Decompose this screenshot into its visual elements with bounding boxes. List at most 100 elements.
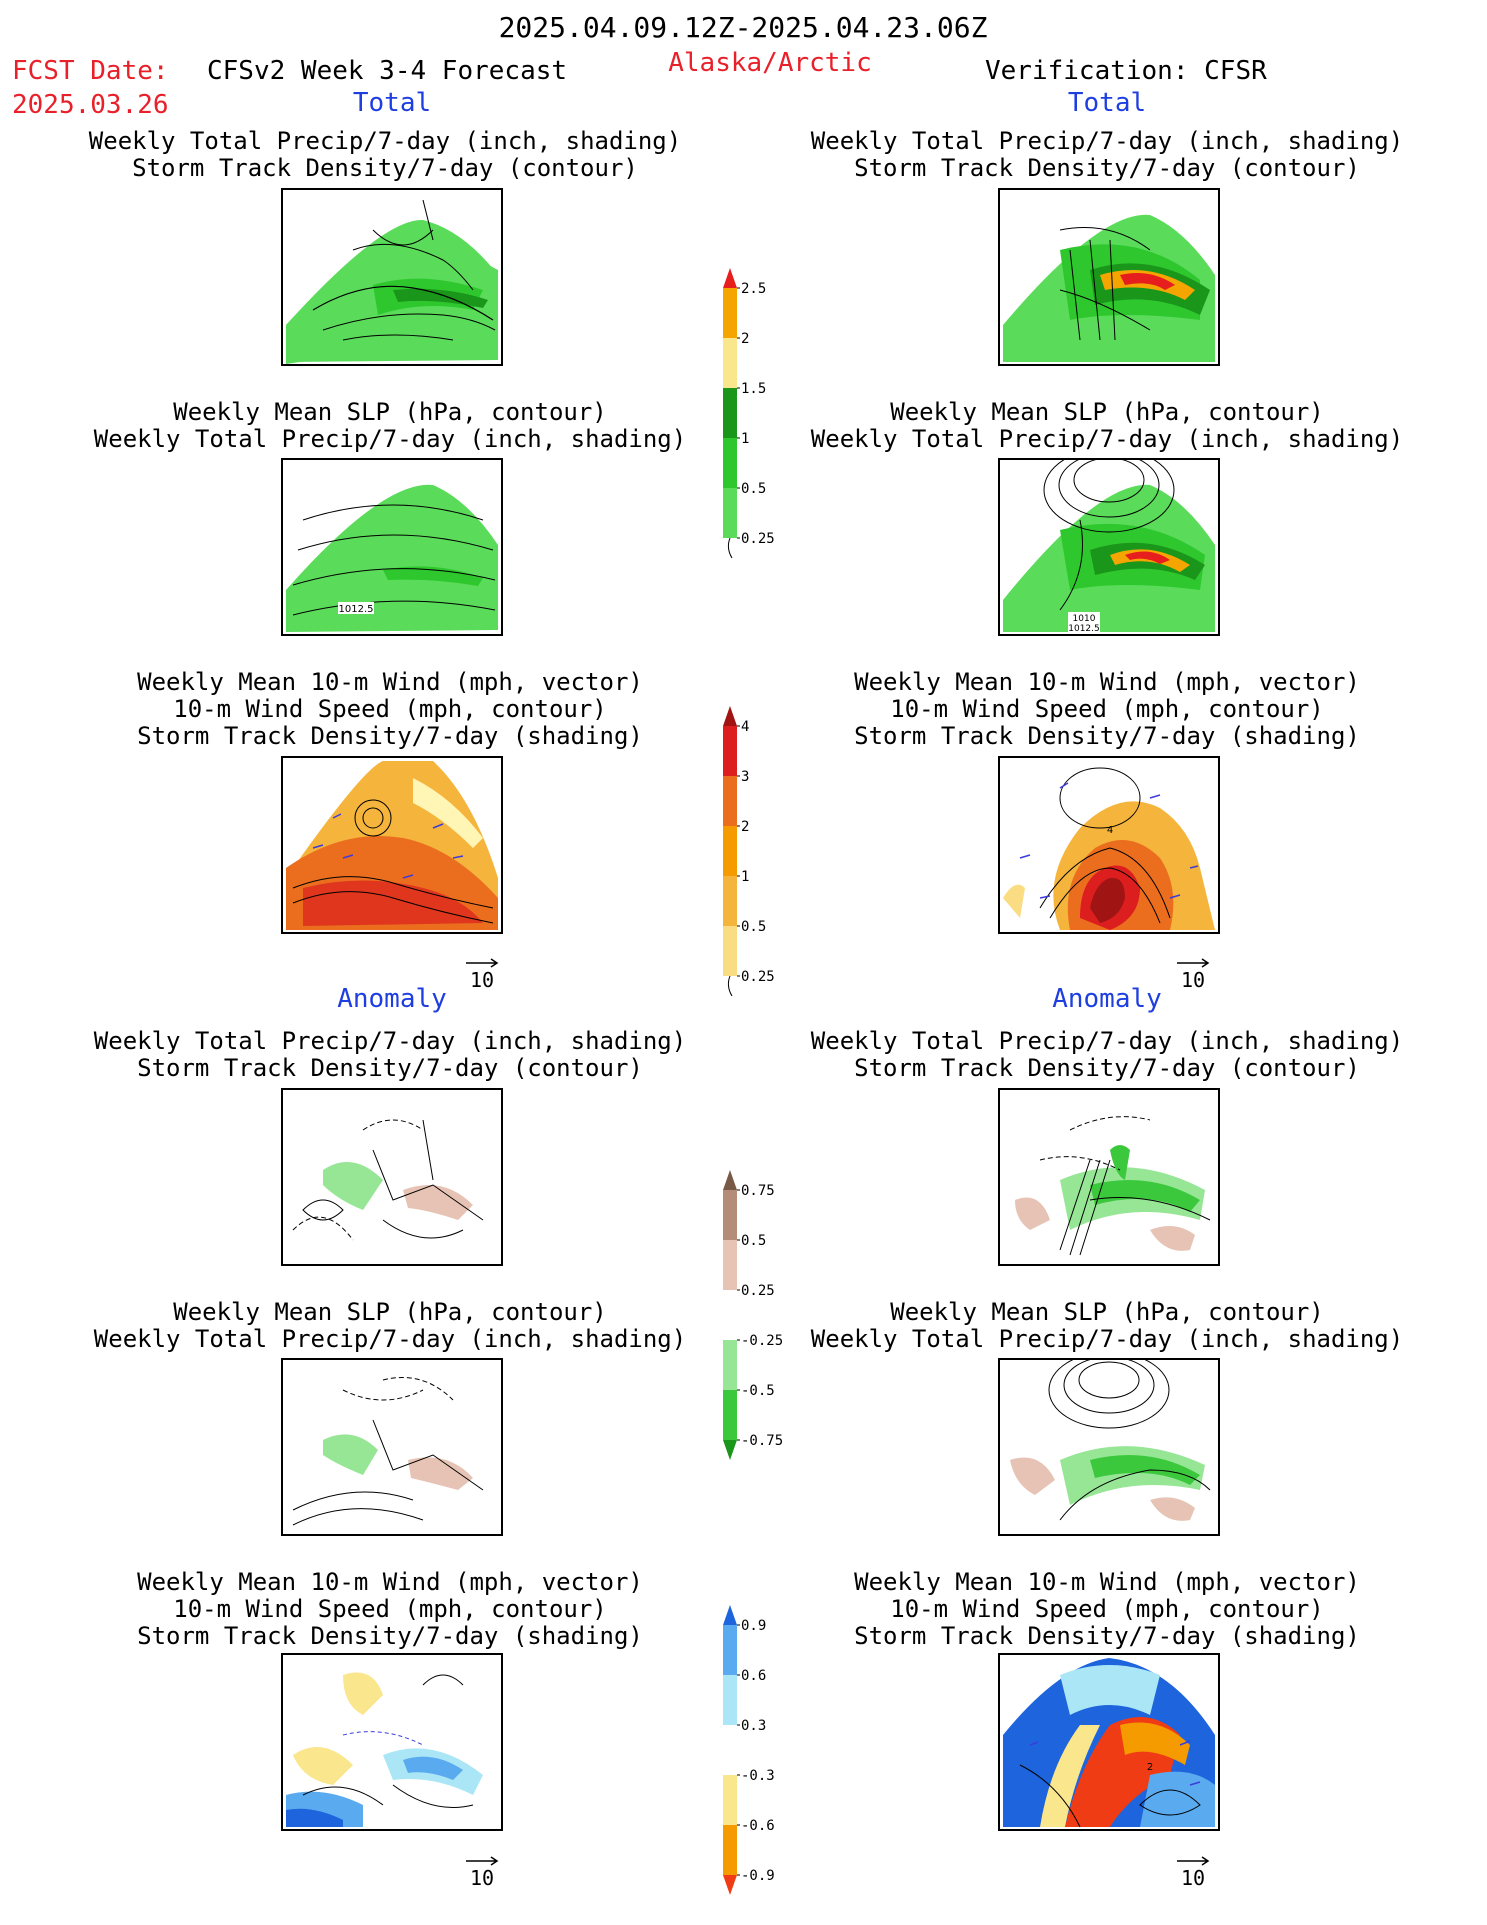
fcst-anom-slp-title: Weekly Mean SLP (hPa, contour) Weekly To… — [94, 1299, 686, 1353]
vector-ref-value: 10 — [469, 968, 495, 992]
colorbar-top-triangle — [723, 706, 737, 726]
colorbar-tick-label: 4 — [741, 719, 749, 735]
colorbar-svg: 0.25 0.5 1 1.5 2 2.5 — [723, 268, 775, 559]
fcst-slp-title: Weekly Mean SLP (hPa, contour) Weekly To… — [94, 399, 686, 453]
fcst-wind-map — [281, 756, 503, 934]
title-line: Storm Track Density/7-day (contour) — [132, 154, 638, 182]
title-line: Weekly Total Precip/7-day (inch, shading… — [93, 1027, 687, 1055]
wind-contour-label: 2 — [1147, 1762, 1153, 1773]
colorbar-precip-total: 0.25 0.5 1 1.5 2 2.5 — [715, 268, 811, 559]
fcst-anom-vector-reference: 10 — [462, 1856, 502, 1890]
cfsr-anom-slp-map — [998, 1358, 1220, 1536]
colorbar-swatch — [723, 926, 737, 976]
right-total-label: Total — [1067, 88, 1147, 118]
colorbar-tick-label: 0.5 — [741, 919, 766, 935]
title-line: Weekly Mean 10-m Wind (mph, vector) — [854, 1568, 1360, 1596]
fcst-slp-map: 1012.5 — [281, 458, 503, 636]
cfsr-slp-map: 1010 1012.5 — [998, 458, 1220, 636]
colorbar-swatch — [723, 1390, 737, 1440]
cfsr-anom-wind-map: 2 — [998, 1653, 1220, 1831]
colorbar-top-triangle — [723, 268, 737, 288]
cfsr-vector-reference: 10 — [1173, 958, 1213, 992]
colorbar-swatch — [723, 338, 737, 388]
colorbar-tick-label: 0.25 — [741, 531, 775, 547]
title-line: Weekly Total Precip/7-day (inch, shading… — [93, 425, 687, 453]
fcst-date-value: 2025.03.26 — [12, 90, 169, 120]
title-line: Weekly Total Precip/7-day (inch, shading… — [810, 1325, 1404, 1353]
title-line: 10-m Wind Speed (mph, contour) — [173, 695, 607, 723]
colorbar-tick-label: 0.5 — [741, 481, 766, 497]
model-title: CFSv2 Week 3-4 Forecast — [207, 56, 568, 86]
colorbar-tick-label: 0.25 — [741, 969, 775, 985]
colorbar-swatch — [723, 1290, 737, 1340]
fcst-vector-reference: 10 — [462, 958, 502, 992]
period-title: 2025.04.09.12Z-2025.04.23.06Z — [498, 11, 988, 44]
colorbar-tick-label: -0.3 — [741, 1768, 775, 1784]
vector-ref-value: 10 — [469, 1866, 495, 1890]
colorbar-tick-label: 2 — [741, 331, 749, 347]
right-anomaly-label: Anomaly — [1052, 984, 1162, 1014]
verification-title: Verification: CFSR — [985, 56, 1267, 86]
colorbar-tick-label: 0.5 — [741, 1233, 766, 1249]
cfsr-wind-map: 4 — [998, 756, 1220, 934]
fcst-wind-title: Weekly Mean 10-m Wind (mph, vector) 10-m… — [137, 669, 643, 750]
colorbar-storm-total: 0.25 0.5 1 2 3 4 — [715, 706, 811, 997]
title-line: Storm Track Density/7-day (contour) — [854, 154, 1360, 182]
title-line: Weekly Total Precip/7-day (inch, shading… — [93, 1325, 687, 1353]
left-total-label: Total — [352, 88, 432, 118]
colorbar-swatch — [723, 776, 737, 826]
colorbar-tick-label: 1.5 — [741, 381, 766, 397]
fcst-total-precip-title: Weekly Total Precip/7-day (inch, shading… — [89, 128, 681, 182]
colorbar-swatch — [723, 1775, 737, 1825]
title-line: Weekly Mean 10-m Wind (mph, vector) — [854, 668, 1360, 696]
colorbar-top-triangle — [723, 1170, 737, 1190]
colorbar-tick-label: 3 — [741, 769, 749, 785]
colorbar-swatch — [723, 288, 737, 338]
fcst-anom-precip-map — [281, 1088, 503, 1266]
slp-contour-label: 1010 — [1073, 614, 1096, 624]
colorbar-swatch — [723, 876, 737, 926]
colorbar-swatch — [723, 1825, 737, 1875]
colorbar-tick-label: 0.75 — [741, 1183, 775, 1199]
title-line: Storm Track Density/7-day (contour) — [854, 1054, 1360, 1082]
fcst-anom-precip-title: Weekly Total Precip/7-day (inch, shading… — [94, 1028, 686, 1082]
slp-contour-label: 1012.5 — [339, 604, 374, 615]
fcst-anom-wind-title: Weekly Mean 10-m Wind (mph, vector) 10-m… — [137, 1569, 643, 1650]
title-line: 10-m Wind Speed (mph, contour) — [173, 1595, 607, 1623]
left-anomaly-label: Anomaly — [337, 984, 447, 1014]
colorbar-tick-label: 0.25 — [741, 1283, 775, 1299]
colorbar-tick-label: -0.5 — [741, 1383, 775, 1399]
title-line: Weekly Total Precip/7-day (inch, shading… — [810, 127, 1404, 155]
title-line: Weekly Mean SLP (hPa, contour) — [890, 1298, 1324, 1326]
title-line: Storm Track Density/7-day (shading) — [137, 1622, 643, 1650]
colorbar-tick-label: -0.9 — [741, 1868, 775, 1884]
cfsr-slp-title: Weekly Mean SLP (hPa, contour) Weekly To… — [811, 399, 1403, 453]
fcst-total-precip-map — [281, 188, 503, 366]
colorbar-tick-label: -0.6 — [741, 1818, 775, 1834]
title-line: Storm Track Density/7-day (shading) — [854, 722, 1360, 750]
cfsr-anom-precip-title: Weekly Total Precip/7-day (inch, shading… — [811, 1028, 1403, 1082]
title-line: Weekly Mean SLP (hPa, contour) — [890, 398, 1324, 426]
colorbar-svg: 0.25 0.5 1 2 3 4 — [723, 706, 775, 997]
cfsr-total-precip-map — [998, 188, 1220, 366]
title-line: Weekly Total Precip/7-day (inch, shading… — [810, 1027, 1404, 1055]
colorbar-swatch — [723, 1240, 737, 1290]
wind-contour-label: 4 — [1107, 825, 1113, 836]
colorbar-swatch — [723, 388, 737, 438]
colorbar-bottom-tail — [727, 537, 733, 559]
colorbar-svg: 0.9 0.6 0.3 -0.3 -0.6 -0.9 — [723, 1605, 775, 1895]
colorbar-swatch — [723, 1340, 737, 1390]
title-line: Weekly Mean 10-m Wind (mph, vector) — [137, 668, 643, 696]
slp-contour-label: 1012.5 — [1068, 624, 1100, 634]
title-line: Storm Track Density/7-day (shading) — [137, 722, 643, 750]
colorbar-swatch — [723, 438, 737, 488]
colorbar-tick-label: 1 — [741, 869, 749, 885]
fcst-date-label: FCST Date: — [12, 56, 169, 86]
fcst-anom-slp-map — [281, 1358, 503, 1536]
cfsr-total-precip-title: Weekly Total Precip/7-day (inch, shading… — [811, 128, 1403, 182]
colorbar-top-triangle — [723, 1605, 737, 1625]
vector-ref-value: 10 — [1180, 968, 1206, 992]
title-line: Storm Track Density/7-day (contour) — [137, 1054, 643, 1082]
title-line: Weekly Total Precip/7-day (inch, shading… — [810, 425, 1404, 453]
colorbar-swatch — [723, 826, 737, 876]
